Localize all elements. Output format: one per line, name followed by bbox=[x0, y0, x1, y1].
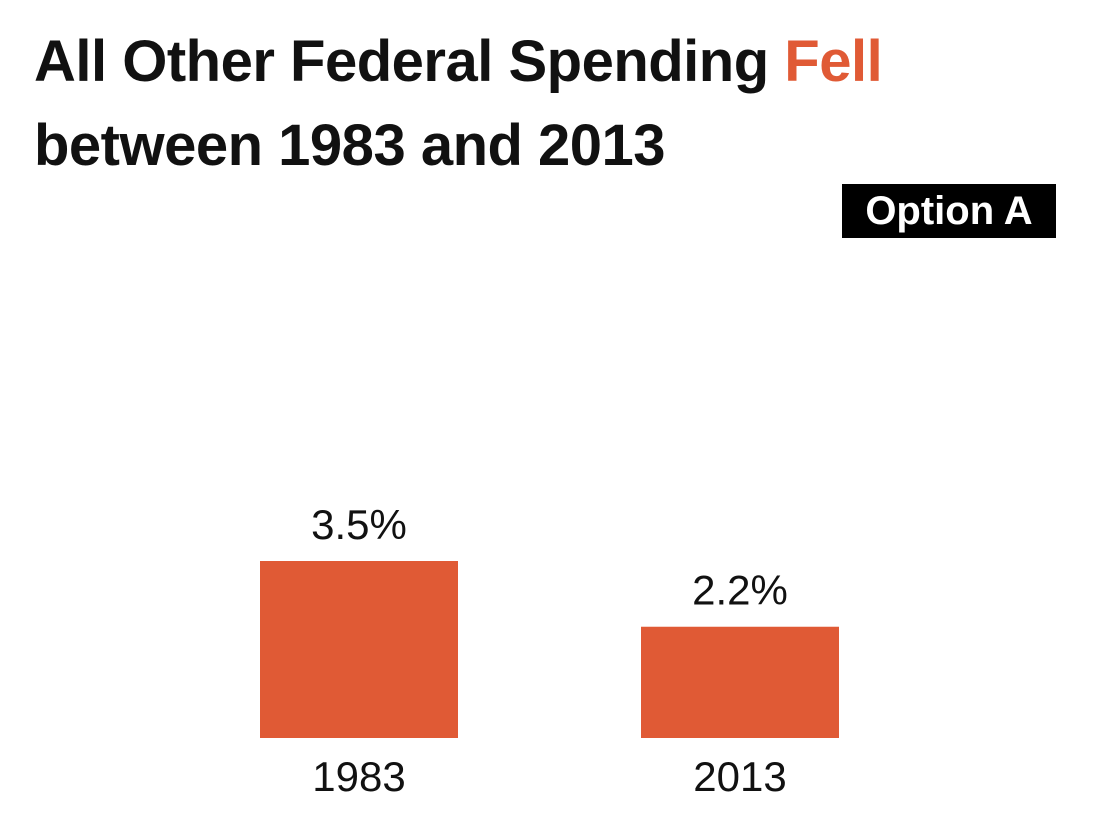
bar-value-label-1983: 3.5% bbox=[311, 501, 407, 548]
chart-title: All Other Federal Spending Fell between … bbox=[34, 20, 1044, 188]
bar-value-label-2013: 2.2% bbox=[692, 567, 788, 614]
x-tick-label-1983: 1983 bbox=[312, 753, 405, 800]
option-badge: Option A bbox=[842, 184, 1056, 238]
chart-title-highlight: Fell bbox=[784, 29, 883, 94]
chart-title-prefix: All Other Federal Spending bbox=[34, 29, 785, 94]
bar-1983 bbox=[260, 561, 458, 738]
chart-title-suffix: between 1983 and 2013 bbox=[34, 113, 666, 178]
x-tick-label-2013: 2013 bbox=[693, 753, 786, 800]
bar-2013 bbox=[641, 626, 839, 738]
